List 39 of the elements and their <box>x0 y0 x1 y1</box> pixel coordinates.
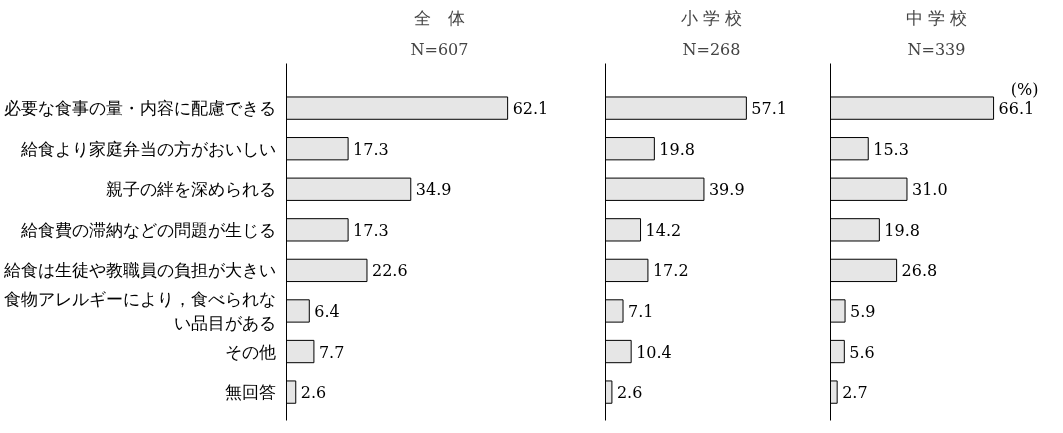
data-label: 2.6 <box>616 383 643 403</box>
chart-title: 小 学 校 <box>680 7 743 28</box>
chart-subtitle: N=339 <box>907 39 966 59</box>
data-label: 2.6 <box>300 383 327 403</box>
data-label: 17.3 <box>353 139 389 159</box>
data-label: 5.9 <box>850 301 876 321</box>
data-label: 5.6 <box>849 342 875 362</box>
data-label: 19.8 <box>659 139 695 159</box>
y-tick-label: 必要な食事の量・内容に配慮できる <box>3 98 276 119</box>
data-label: 19.8 <box>884 220 920 240</box>
data-label: 62.1 <box>512 99 549 119</box>
data-label: 22.6 <box>371 261 408 281</box>
text: (%) <box>1010 79 1039 99</box>
data-label: 34.9 <box>415 180 452 200</box>
data-label: 6.4 <box>314 301 340 321</box>
y-tick-label: 給食より家庭弁当の方がおいしい <box>19 138 276 159</box>
data-label: 31.0 <box>911 180 948 200</box>
data-label: 17.2 <box>652 261 689 281</box>
data-label: 15.3 <box>873 139 909 159</box>
data-label: 17.3 <box>353 220 389 240</box>
y-tick-label: その他 <box>224 341 276 362</box>
y-tick-label: 給食は生徒や教職員の負担が大きい <box>2 260 276 281</box>
data-label: 26.8 <box>901 261 938 281</box>
chart-title: 中 学 校 <box>905 7 968 28</box>
data-label: 39.9 <box>708 180 745 200</box>
data-label: 66.1 <box>998 99 1035 119</box>
chart-subtitle: N=268 <box>682 39 741 59</box>
y-tick-label: 食物アレルギーにより，食べられない品目がある <box>3 288 276 333</box>
data-label: 57.1 <box>751 99 787 119</box>
y-tick-label: 親子の絆を深められる <box>105 179 276 200</box>
data-label: 7.1 <box>628 301 654 321</box>
chart-subtitle: N=607 <box>410 39 469 59</box>
data-label: 14.2 <box>645 220 682 240</box>
data-label: 7.7 <box>318 342 345 362</box>
data-label: 10.4 <box>636 342 672 362</box>
y-tick-label: 給食費の滞納などの問題が生じる <box>19 219 276 240</box>
chart-title: 全 体 <box>414 7 465 28</box>
data-label: 2.7 <box>842 383 868 403</box>
y-tick-label: 無回答 <box>224 382 276 403</box>
